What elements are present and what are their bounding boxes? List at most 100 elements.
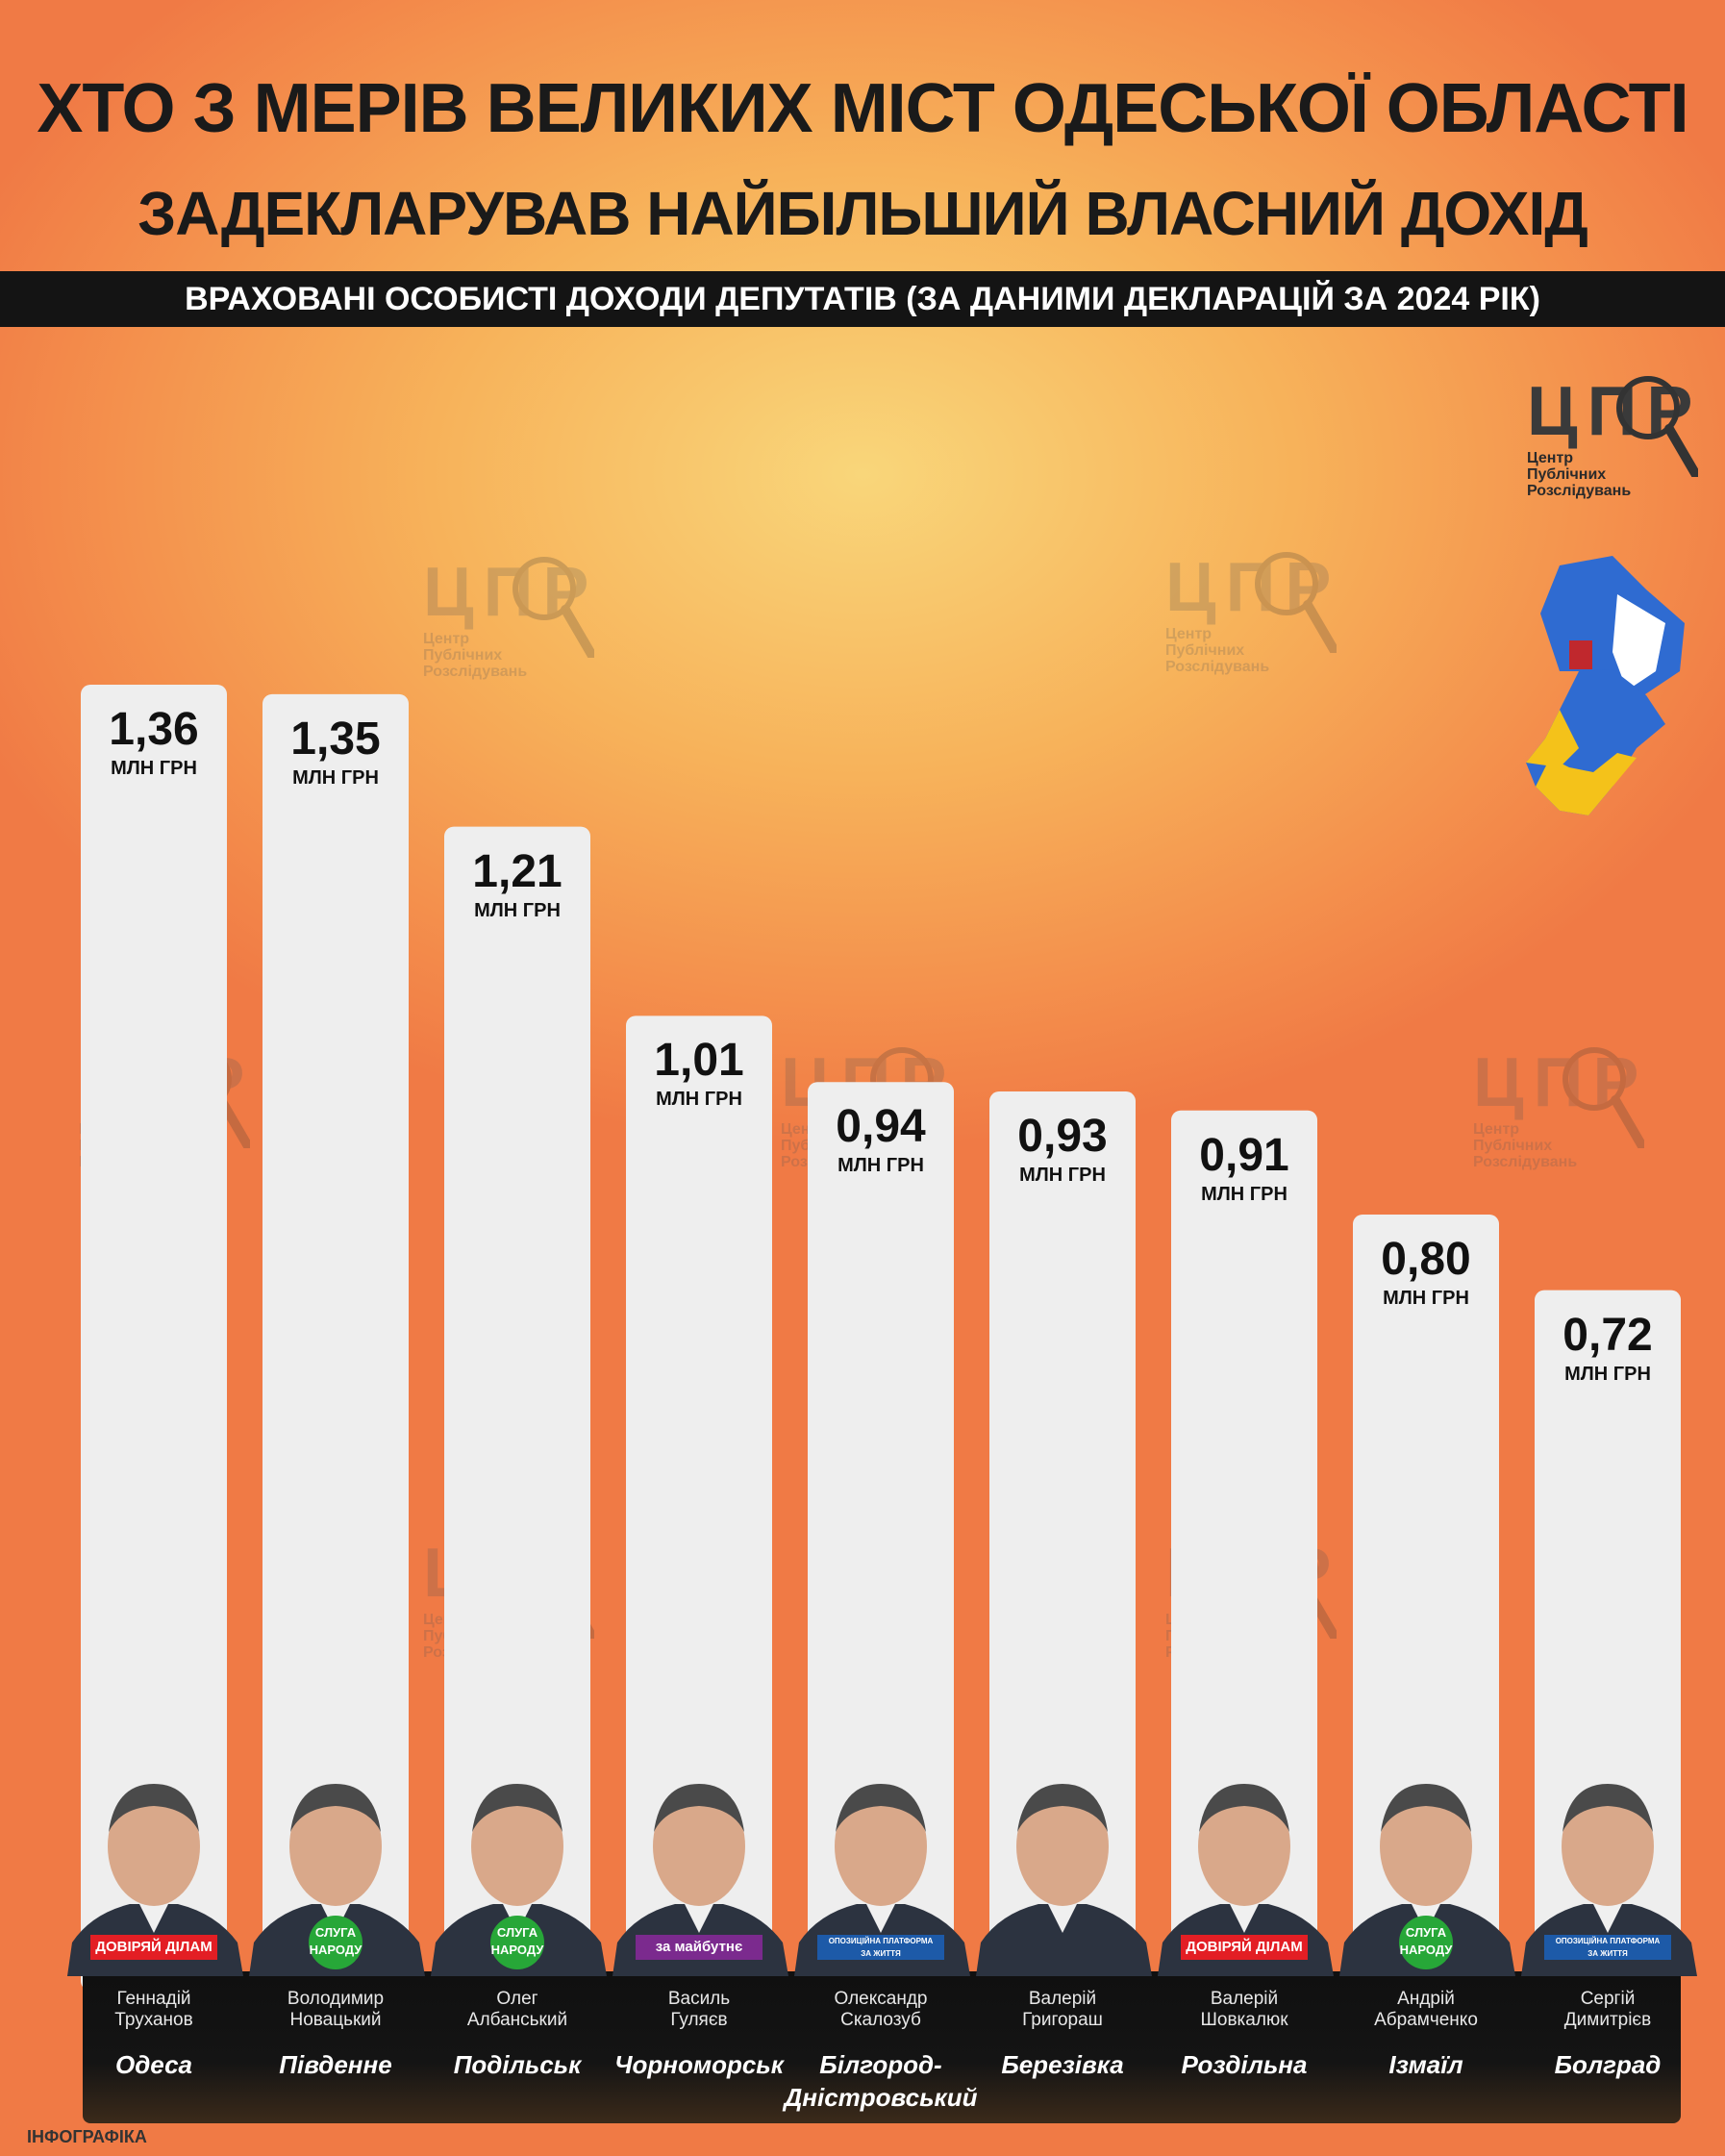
- watermark-logo-line3: Розслідувань: [1473, 1154, 1578, 1170]
- bar-value-label: 1,36: [109, 704, 199, 755]
- party-label-b: НАРОДУ: [1399, 1943, 1453, 1957]
- mayor-name: Олег Албанський: [426, 1989, 609, 2031]
- bar-7: [1171, 1110, 1317, 1991]
- party-label-a: ОПОЗИЦІЙНА ПЛАТФОРМА: [1555, 1937, 1661, 1945]
- mayor-name: Володимир Новацький: [244, 1989, 427, 2031]
- city-name: Одеса: [115, 2050, 192, 2079]
- bar-unit-label: МЛН ГРН: [1383, 1287, 1469, 1309]
- party-label-b: ЗА ЖИТТЯ: [1588, 1949, 1628, 1958]
- mayor-last-name: Абрамченко: [1374, 2010, 1478, 2030]
- city-name: Подільськ: [453, 2050, 582, 2079]
- party-label-b: майбутнє: [674, 1939, 743, 1955]
- party-label-a: СЛУГА: [1405, 1925, 1447, 1940]
- logo-line3: Розслідувань: [1527, 483, 1632, 499]
- city-name: Роздільна: [1181, 2050, 1308, 2079]
- bar-unit-label: МЛН ГРН: [838, 1155, 924, 1177]
- mayor-first-name: Василь: [667, 1989, 731, 2009]
- mayor-last-name: Новацький: [289, 2010, 382, 2030]
- watermark-logo-line3: Розслідувань: [1165, 659, 1270, 675]
- cpr-watermark: ЦПР Центр Публічних Розслідувань: [423, 554, 599, 680]
- page-title-line1: ХТО З МЕРІВ ВЕЛИКИХ МІСТ ОДЕСЬКОЇ ОБЛАСТ…: [37, 70, 1688, 147]
- bar-8: [1353, 1214, 1499, 1991]
- party-label-a: ОПОЗИЦІЙНА ПЛАТФОРМА: [828, 1937, 934, 1945]
- odesa-oblast-map-icon: [1526, 556, 1685, 815]
- city-name: Ізмаїл: [1388, 2050, 1463, 2079]
- party-label-b: ЗА ЖИТТЯ: [861, 1949, 901, 1958]
- bar-value-label: 0,72: [1562, 1309, 1653, 1361]
- bar-unit-label: МЛН ГРН: [1019, 1165, 1106, 1187]
- party-badge-doviryai: ДОВІРЯЙ ДІЛАМ: [90, 1935, 217, 1960]
- party-label-a: ДОВІРЯЙ: [95, 1939, 162, 1955]
- party-label-b: НАРОДУ: [309, 1943, 362, 1957]
- mayor-first-name: Сергій: [1580, 1989, 1636, 2009]
- mayor-first-name: Олександр: [834, 1989, 928, 2009]
- mayor-first-name: Андрій: [1397, 1989, 1455, 2009]
- city-name: Південне: [279, 2050, 392, 2079]
- bar-unit-label: МЛН ГРН: [292, 766, 379, 789]
- city-line1: Білгород-: [819, 2050, 942, 2079]
- party-label-b: ДІЛАМ: [1256, 1939, 1303, 1955]
- watermark-logo-line1: Центр: [1473, 1121, 1520, 1138]
- mayor-name: Сергій Димитрієв: [1516, 1989, 1699, 2031]
- watermark-logo-line2: Публічних: [423, 647, 503, 664]
- subtitle-text: ВРАХОВАНІ ОСОБИСТІ ДОХОДИ ДЕПУТАТІВ (ЗА …: [185, 281, 1540, 317]
- bar-unit-label: МЛН ГРН: [1564, 1363, 1651, 1385]
- watermark-magnifier-icon: [512, 557, 594, 658]
- watermark-magnifier-icon: [1562, 1047, 1644, 1148]
- party-badge-sluha: СЛУГА НАРОДУ: [309, 1916, 362, 1969]
- cpr-watermark: ЦПР Центр Публічних Розслідувань: [1165, 549, 1341, 675]
- bar-unit-label: МЛН ГРН: [474, 899, 561, 921]
- mayor-name: Геннадій Труханов: [62, 1989, 245, 2031]
- bar-value-label: 0,80: [1381, 1233, 1471, 1285]
- cpr-watermark: ЦПР Центр Публічних Розслідувань: [1473, 1044, 1649, 1170]
- mayor-name: Василь Гуляєв: [608, 1989, 790, 2031]
- logo-line1: Центр: [1527, 450, 1574, 466]
- page-title-line2: ЗАДЕКЛАРУВАВ НАЙБІЛЬШИЙ ВЛАСНИЙ ДОХІД: [138, 179, 1588, 248]
- bar-6: [989, 1091, 1136, 1991]
- mayor-name: Андрій Абрамченко: [1335, 1989, 1517, 2031]
- city-line2: Дністровський: [784, 2083, 978, 2112]
- party-badge-doviryai: ДОВІРЯЙ ДІЛАМ: [1181, 1935, 1308, 1960]
- bar-value-label: 0,94: [836, 1101, 926, 1153]
- party-badge-zamaibutne: за майбутнє: [636, 1935, 762, 1960]
- mayor-name: Валерій Шовкалюк: [1153, 1989, 1336, 2031]
- bar-value-label: 0,91: [1199, 1129, 1289, 1181]
- city-name: Березівка: [1001, 2050, 1124, 2079]
- names-panel: [83, 1971, 1681, 2123]
- mayor-last-name: Скалозуб: [840, 2010, 921, 2030]
- watermark-logo-line2: Публічних: [1165, 642, 1245, 659]
- mayor-last-name: Албанський: [466, 2010, 568, 2030]
- watermark-logo-letters: ЦПР: [1165, 549, 1341, 626]
- bar-value-label: 0,93: [1017, 1111, 1108, 1163]
- footer-label: ІНФОГРАФІКА: [27, 2127, 147, 2146]
- city-name: Білгород- Дністровський: [775, 2048, 987, 2114]
- bar-value-label: 1,35: [290, 713, 381, 765]
- party-label-a: ДОВІРЯЙ: [1186, 1939, 1252, 1955]
- party-badge-opzzh: ОПОЗИЦІЙНА ПЛАТФОРМА ЗА ЖИТТЯ: [1544, 1935, 1671, 1960]
- city-name: Чорноморськ: [614, 2050, 784, 2079]
- subtitle-bar: ВРАХОВАНІ ОСОБИСТІ ДОХОДИ ДЕПУТАТІВ (ЗА …: [0, 271, 1725, 327]
- city-name: Болград: [1554, 2050, 1662, 2079]
- bar-unit-label: МЛН ГРН: [1201, 1183, 1288, 1205]
- bar-3: [444, 826, 590, 1992]
- mayor-photo: [971, 1750, 1154, 1976]
- cpr-logo: ЦПР Центр Публічних Розслідувань: [1527, 376, 1702, 499]
- mayor-last-name: Гуляєв: [670, 2010, 728, 2030]
- watermark-logo-line1: Центр: [1165, 626, 1212, 642]
- party-label-a: за: [655, 1939, 671, 1955]
- watermark-logo-line2: Публічних: [1473, 1138, 1553, 1154]
- logo-line2: Публічних: [1527, 466, 1607, 483]
- party-label-a: СЛУГА: [496, 1925, 538, 1940]
- watermark-logo-letters: ЦПР: [423, 554, 599, 631]
- person-silhouette-icon: [976, 1784, 1152, 1976]
- watermark-logo-letters: ЦПР: [1473, 1044, 1649, 1121]
- mayor-last-name: Труханов: [114, 2010, 193, 2030]
- watermark-magnifier-icon: [1255, 552, 1337, 653]
- mayor-last-name: Димитрієв: [1563, 2010, 1652, 2030]
- bar-4: [626, 1015, 772, 1991]
- mayor-last-name: Григораш: [1022, 2010, 1103, 2030]
- mayor-first-name: Володимир: [287, 1989, 385, 2009]
- mayor-first-name: Валерій: [1210, 1989, 1279, 2009]
- party-label-b: НАРОДУ: [490, 1943, 544, 1957]
- party-label-b: ДІЛАМ: [165, 1939, 212, 1955]
